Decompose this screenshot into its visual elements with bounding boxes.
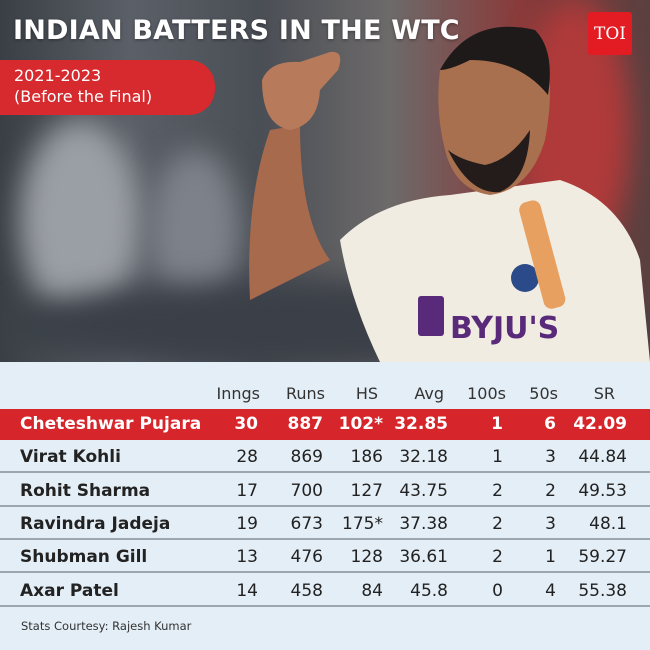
stat-hs: 127 [350, 480, 383, 501]
stat-50s: 1 [545, 547, 556, 568]
jersey-sponsor: BYJU'S [450, 311, 559, 346]
period-badge: 2021-2023 (Before the Final) [0, 60, 215, 115]
player-name: Axar Patel [20, 580, 119, 601]
stat-50s: 3 [545, 513, 556, 534]
stat-sr: 44.84 [578, 447, 627, 468]
stat-sr: 49.53 [578, 480, 627, 501]
stat-inngs: 14 [236, 580, 258, 601]
stat-hs: 128 [350, 547, 383, 568]
stat-runs: 476 [290, 547, 323, 568]
column-header: Avg [414, 384, 444, 403]
stat-hs: 84 [361, 580, 383, 601]
stat-runs: 869 [290, 447, 323, 468]
table-row: Axar Patel 14 458 84 45.8 0 4 55.38 [0, 576, 650, 607]
page-title: INDIAN BATTERS IN THE WTC [13, 15, 460, 46]
stat-50s: 6 [544, 414, 556, 434]
player-name: Cheteshwar Pujara [20, 414, 202, 434]
stat-hs: 175* [342, 513, 383, 534]
stat-100s: 2 [492, 547, 503, 568]
stat-100s: 2 [492, 480, 503, 501]
player-photo: BYJU'S [0, 0, 650, 362]
table-row: Cheteshwar Pujara 30 887 102* 32.85 1 6 42.09 [0, 409, 650, 440]
stat-hs: 186 [350, 447, 383, 468]
stats-table: Inngs Runs HS Avg 100s 50s SR Cheteshwar Pujara… [0, 362, 650, 650]
stat-sr: 48.1 [589, 513, 627, 534]
table-row: Virat Kohli 28 869 186 32.18 1 3 44.84 [0, 442, 650, 474]
stat-inngs: 19 [236, 513, 258, 534]
stat-runs: 887 [287, 414, 324, 434]
stat-100s: 0 [492, 580, 503, 601]
player-name: Rohit Sharma [20, 480, 151, 501]
stat-inngs: 28 [236, 447, 258, 468]
toi-logo: TOI [588, 12, 632, 55]
stat-avg: 32.18 [399, 447, 448, 468]
player-name: Virat Kohli [20, 447, 121, 468]
column-header: SR [593, 384, 615, 403]
stat-50s: 3 [545, 447, 556, 468]
column-header: HS [355, 384, 378, 403]
stat-avg: 45.8 [410, 580, 448, 601]
table-row: Rohit Sharma 17 700 127 43.75 2 2 49.53 [0, 476, 650, 507]
table-row: Shubman Gill 13 476 128 36.61 2 1 59.27 [0, 542, 650, 574]
stat-runs: 700 [290, 480, 323, 501]
period-note: (Before the Final) [14, 87, 153, 106]
stat-sr: 42.09 [573, 414, 627, 434]
player-name: Shubman Gill [20, 547, 148, 568]
stat-avg: 43.75 [399, 480, 448, 501]
stat-inngs: 13 [236, 547, 258, 568]
stat-50s: 4 [545, 580, 556, 601]
player-name: Ravindra Jadeja [20, 513, 171, 534]
column-header: 100s [467, 384, 506, 403]
stat-avg: 37.38 [399, 513, 448, 534]
stat-runs: 458 [290, 580, 323, 601]
player-figure: BYJU'S [249, 26, 650, 362]
column-header: Runs [285, 384, 325, 403]
stat-runs: 673 [290, 513, 323, 534]
column-header: 50s [529, 384, 558, 403]
stat-sr: 55.38 [578, 580, 627, 601]
period-years: 2021-2023 [14, 66, 102, 85]
stat-hs: 102* [338, 414, 383, 434]
stat-avg: 36.61 [399, 547, 448, 568]
stat-50s: 2 [545, 480, 556, 501]
stat-inngs: 17 [236, 480, 258, 501]
stat-avg: 32.85 [394, 414, 448, 434]
footnote: Stats Courtesy: Rajesh Kumar [21, 619, 192, 633]
table-row: Ravindra Jadeja 19 673 175* 37.38 2 3 48.1 [0, 509, 650, 540]
stat-100s: 1 [492, 447, 503, 468]
column-header: Inngs [216, 384, 261, 403]
stat-100s: 1 [491, 414, 503, 434]
stat-sr: 59.27 [578, 547, 627, 568]
stat-inngs: 30 [234, 414, 258, 434]
stat-100s: 2 [492, 513, 503, 534]
